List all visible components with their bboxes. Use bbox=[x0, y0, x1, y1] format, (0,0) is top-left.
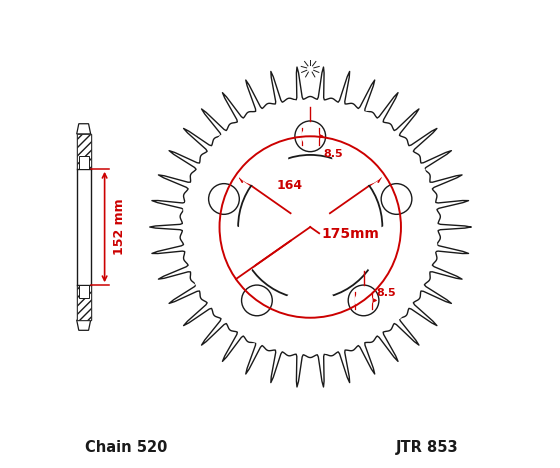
Circle shape bbox=[184, 197, 207, 220]
Circle shape bbox=[282, 285, 338, 341]
Polygon shape bbox=[77, 320, 91, 330]
Bar bbox=[77, 134, 91, 169]
Circle shape bbox=[288, 205, 333, 249]
Circle shape bbox=[281, 101, 304, 124]
Polygon shape bbox=[150, 67, 471, 387]
Circle shape bbox=[388, 190, 405, 207]
Circle shape bbox=[402, 162, 426, 186]
Text: 8.5: 8.5 bbox=[323, 149, 343, 159]
Bar bbox=[79, 285, 88, 298]
Bar bbox=[77, 134, 91, 320]
Bar bbox=[77, 285, 91, 320]
Circle shape bbox=[317, 330, 340, 353]
Circle shape bbox=[246, 319, 269, 342]
Text: 175mm: 175mm bbox=[322, 227, 380, 241]
Text: Chain 520: Chain 520 bbox=[85, 440, 167, 455]
Text: 164: 164 bbox=[276, 179, 302, 192]
Circle shape bbox=[364, 226, 420, 282]
Circle shape bbox=[216, 190, 232, 207]
Circle shape bbox=[195, 268, 218, 292]
Text: 152 mm: 152 mm bbox=[113, 199, 126, 256]
Circle shape bbox=[352, 112, 375, 135]
Circle shape bbox=[200, 226, 256, 282]
Circle shape bbox=[355, 292, 372, 309]
Text: 8.5: 8.5 bbox=[376, 288, 396, 298]
Polygon shape bbox=[77, 124, 91, 134]
Circle shape bbox=[232, 130, 288, 185]
Circle shape bbox=[413, 234, 437, 257]
Bar bbox=[79, 156, 88, 169]
Text: JTR 853: JTR 853 bbox=[396, 440, 459, 455]
Circle shape bbox=[216, 133, 240, 156]
Circle shape bbox=[302, 128, 319, 145]
Circle shape bbox=[333, 130, 389, 185]
Circle shape bbox=[381, 298, 404, 321]
Circle shape bbox=[249, 292, 265, 309]
